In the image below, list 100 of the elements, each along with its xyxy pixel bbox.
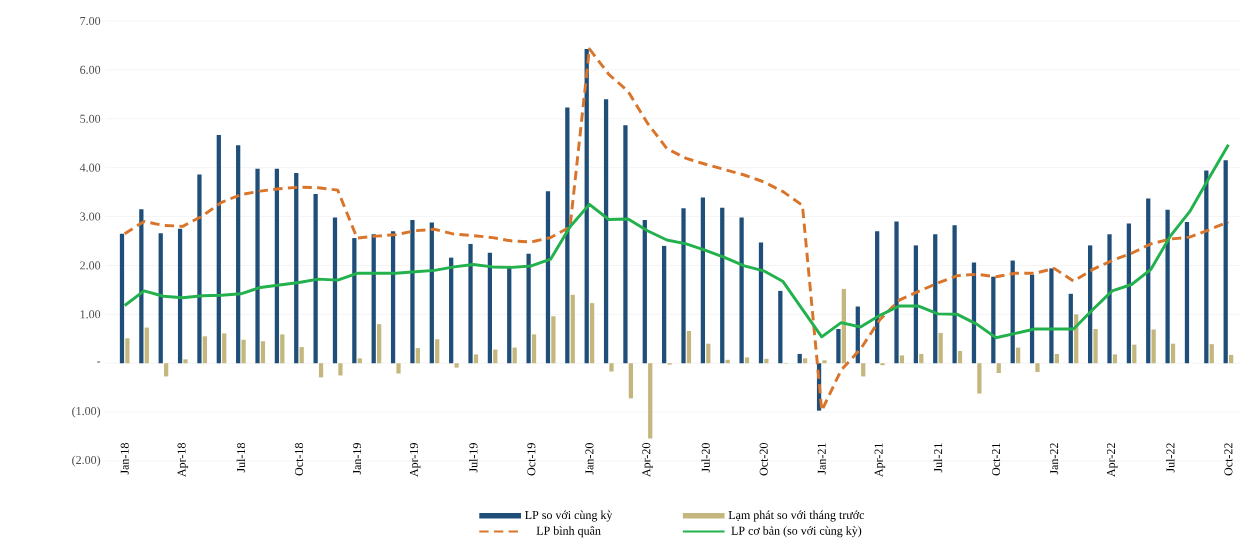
bar	[119, 233, 125, 364]
x-tick-label: Jan-20	[585, 443, 594, 475]
legend-label: LP cơ bản (so với cùng kỳ)	[731, 526, 862, 538]
bar	[1126, 223, 1132, 364]
x-tick-label: Oct-21	[992, 443, 1001, 476]
bar	[739, 217, 744, 364]
bar	[609, 363, 614, 372]
y-tick-label: 2.00	[80, 261, 101, 270]
x-tick-label: Oct-20	[759, 443, 768, 476]
bar	[241, 339, 246, 364]
bar	[1068, 293, 1073, 364]
bar	[1088, 245, 1093, 364]
bar	[681, 208, 686, 364]
bar	[1015, 347, 1021, 364]
x-tick-label: Apr-21	[874, 443, 886, 477]
bar	[507, 266, 512, 364]
x-tick-label: Jan-19	[353, 443, 362, 475]
bar	[318, 363, 324, 378]
bar	[371, 234, 376, 364]
bar	[531, 334, 537, 364]
bar	[377, 324, 382, 364]
y-tick-label: 7.00	[80, 16, 101, 26]
bar	[357, 358, 362, 364]
bar	[313, 194, 318, 364]
bar	[1035, 363, 1040, 373]
x-tick-label: Oct-18	[294, 443, 304, 476]
bar	[977, 363, 982, 394]
bar	[260, 341, 266, 364]
bar	[861, 363, 866, 377]
bar	[623, 125, 628, 364]
bar	[512, 347, 517, 364]
bar	[938, 332, 943, 364]
bar	[913, 245, 919, 364]
bar	[1049, 268, 1054, 364]
bar	[706, 343, 711, 364]
bar	[352, 238, 357, 364]
legend-label: LP so với cùng kỳ	[525, 510, 613, 522]
bar	[899, 355, 905, 364]
bar	[125, 338, 130, 364]
x-tick-label: Apr-19	[409, 443, 421, 477]
bar	[1146, 198, 1151, 364]
y-tick-label: (2.00)	[72, 455, 101, 467]
bar	[222, 333, 227, 364]
y-tick-label: 4.00	[79, 163, 101, 172]
bar	[1112, 354, 1118, 364]
bar	[410, 219, 415, 364]
bar	[280, 334, 285, 364]
x-tick-label: Jul-22	[1166, 443, 1175, 473]
bar	[778, 290, 783, 364]
bar	[493, 349, 498, 364]
bar	[628, 363, 633, 399]
bar	[454, 363, 459, 368]
bar	[274, 168, 280, 364]
bar	[449, 257, 454, 364]
x-tick-label: Jan-21	[817, 443, 826, 475]
bar	[1151, 329, 1156, 364]
bar	[648, 363, 653, 439]
x-tick-label: Jan-18	[120, 443, 129, 475]
bar	[822, 360, 827, 364]
bar	[952, 225, 957, 364]
bar	[603, 99, 609, 364]
bar	[841, 288, 846, 364]
bar	[551, 316, 556, 364]
bar	[802, 358, 808, 364]
bar	[996, 363, 1001, 373]
bar	[1107, 234, 1112, 364]
bar	[255, 168, 260, 364]
y-tick-label: (1.00)	[72, 406, 101, 418]
bar	[435, 339, 440, 364]
bar	[797, 353, 802, 364]
bar	[183, 359, 188, 364]
bar	[1165, 209, 1170, 364]
bar	[1132, 344, 1137, 364]
bar	[590, 303, 595, 364]
legend-label: Lạm phát so với tháng trước	[728, 510, 865, 522]
bar	[686, 330, 692, 364]
bar	[526, 253, 531, 364]
bar	[1184, 221, 1190, 364]
y-tick-label: 1.00	[80, 310, 101, 319]
x-tick-label: Jan-22	[1050, 443, 1059, 475]
bar	[299, 347, 304, 364]
bar	[1228, 354, 1234, 364]
bar	[700, 197, 706, 364]
x-tick-label: Apr-22	[1106, 443, 1118, 477]
x-tick-label: Oct-22	[1224, 443, 1233, 476]
bar	[836, 329, 841, 364]
x-tick-label: Jul-21	[933, 443, 943, 473]
x-tick-label: Apr-20	[642, 443, 653, 477]
bar	[720, 207, 725, 364]
bar	[144, 327, 149, 364]
bar	[1209, 344, 1214, 364]
bar	[933, 234, 938, 364]
bar	[236, 145, 241, 364]
bar	[744, 357, 750, 364]
bar	[1054, 353, 1059, 364]
y-tick-label: 6.00	[80, 65, 101, 74]
bar	[429, 222, 434, 364]
bar	[487, 252, 493, 364]
bar	[396, 363, 401, 374]
bar	[1093, 329, 1098, 364]
